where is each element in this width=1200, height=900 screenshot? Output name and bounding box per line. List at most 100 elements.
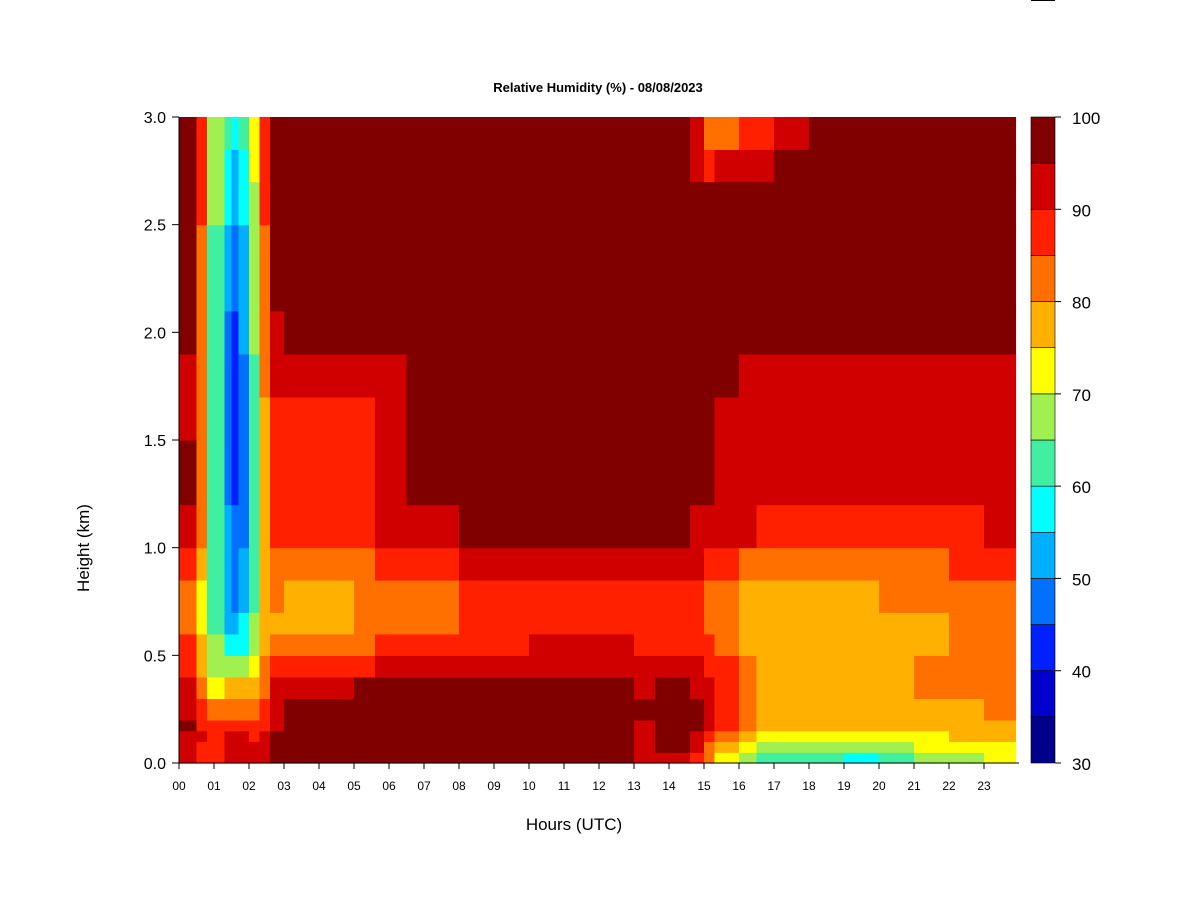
heatmap-cell xyxy=(879,612,915,635)
heatmap-cell xyxy=(634,633,646,656)
heatmap-cell xyxy=(249,579,261,613)
heatmap-cell xyxy=(459,353,530,398)
heatmap-cell xyxy=(529,149,600,183)
x-tick-label: 01 xyxy=(207,779,221,793)
heatmap-cell xyxy=(984,741,1017,753)
heatmap-cell xyxy=(984,547,1017,581)
heatmap-cell xyxy=(354,149,376,183)
heatmap-cell xyxy=(739,396,758,441)
heatmap-cell xyxy=(196,181,208,226)
heatmap-cell xyxy=(259,353,271,398)
heatmap-cell xyxy=(676,612,691,635)
heatmap-cell xyxy=(644,396,656,441)
heatmap-cell xyxy=(284,396,320,441)
heatmap-cell xyxy=(704,353,716,398)
heatmap-cell xyxy=(599,655,635,678)
heatmap-cell xyxy=(284,353,320,398)
heatmap-cell xyxy=(809,719,845,732)
heatmap-cell xyxy=(207,741,226,753)
heatmap-cell xyxy=(844,633,880,656)
heatmap-cell xyxy=(207,719,226,732)
heatmap-cell xyxy=(676,655,691,678)
y-tick-label: 2.0 xyxy=(144,325,166,342)
heatmap-cell xyxy=(354,730,376,743)
heatmap-cell xyxy=(238,655,250,678)
heatmap-cell xyxy=(375,504,408,549)
heatmap-cell xyxy=(774,396,810,441)
heatmap-cell xyxy=(844,612,880,635)
heatmap-cell xyxy=(714,181,740,226)
heatmap-cell xyxy=(739,741,758,753)
heatmap-cell xyxy=(949,676,985,699)
heatmap-cell xyxy=(914,741,950,753)
heatmap-cell xyxy=(207,633,226,656)
heatmap-cell xyxy=(774,698,810,721)
heatmap-cell xyxy=(354,547,376,581)
heatmap-cell xyxy=(207,698,226,721)
heatmap-cell xyxy=(704,655,716,678)
heatmap-cell xyxy=(354,633,376,656)
heatmap-cell xyxy=(949,504,985,549)
heatmap-cell xyxy=(284,547,320,581)
heatmap-cell xyxy=(270,741,285,753)
heatmap-cell xyxy=(179,633,198,656)
heatmap-cell xyxy=(406,224,460,312)
heatmap-cell xyxy=(406,719,460,732)
heatmap-cell xyxy=(529,655,600,678)
heatmap-cell xyxy=(238,224,250,312)
heatmap-cell xyxy=(634,504,646,549)
heatmap-cell xyxy=(529,504,600,549)
heatmap-cell xyxy=(259,181,271,226)
heatmap-cell xyxy=(529,719,600,732)
heatmap-cell xyxy=(529,547,600,581)
heatmap-cell xyxy=(756,149,775,183)
heatmap-cell xyxy=(809,612,845,635)
heatmap-cell xyxy=(406,149,460,183)
heatmap-cell xyxy=(238,117,250,150)
colorbar-tick-label: 80 xyxy=(1072,294,1091,313)
heatmap-cell xyxy=(284,224,320,312)
heatmap-cell xyxy=(284,698,320,721)
heatmap-cell xyxy=(644,224,656,312)
heatmap-cell xyxy=(599,698,635,721)
heatmap-cell xyxy=(756,224,775,312)
heatmap-cell xyxy=(224,676,233,699)
heatmap-cell xyxy=(756,719,775,732)
heatmap-cell xyxy=(949,353,985,398)
heatmap-cell xyxy=(676,719,691,732)
heatmap-cell xyxy=(634,117,646,150)
heatmap-cell xyxy=(714,752,740,764)
heatmap-cell xyxy=(207,579,226,613)
heatmap-cell xyxy=(238,579,250,613)
heatmap-cell xyxy=(690,353,705,398)
colorbar-segment xyxy=(1030,485,1056,533)
heatmap-cell xyxy=(655,633,677,656)
heatmap-cell xyxy=(259,149,271,183)
heatmap-cell xyxy=(676,224,691,312)
heatmap-cell xyxy=(714,504,740,549)
heatmap-cell xyxy=(179,396,198,441)
heatmap-cell xyxy=(406,752,460,764)
heatmap-cell xyxy=(844,730,880,743)
heatmap-cell xyxy=(207,547,226,581)
heatmap-cell xyxy=(774,310,810,355)
heatmap-cell xyxy=(459,547,530,581)
y-tick-label: 0.5 xyxy=(144,648,166,665)
heatmap-cell xyxy=(984,149,1017,183)
heatmap-cell xyxy=(879,440,915,506)
heatmap-cell xyxy=(879,224,915,312)
colorbar-segment xyxy=(1030,347,1056,395)
heatmap-cell xyxy=(207,612,226,635)
x-tick-label: 18 xyxy=(802,779,816,793)
heatmap-cell xyxy=(375,181,408,226)
heatmap-cell xyxy=(774,719,810,732)
heatmap-cell xyxy=(207,310,226,355)
heatmap-cell xyxy=(224,117,233,150)
heatmap-cell xyxy=(319,655,355,678)
heatmap-cell xyxy=(914,149,950,183)
heatmap-cell xyxy=(690,579,705,613)
heatmap-cell xyxy=(354,612,376,635)
colorbar-tick-label: 30 xyxy=(1072,755,1091,774)
heatmap-cell xyxy=(984,730,1017,743)
heatmap-cell xyxy=(704,547,716,581)
